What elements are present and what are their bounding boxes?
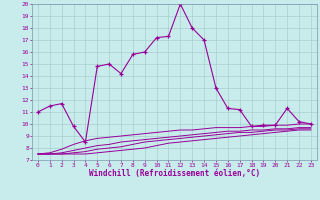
X-axis label: Windchill (Refroidissement éolien,°C): Windchill (Refroidissement éolien,°C) <box>89 169 260 178</box>
